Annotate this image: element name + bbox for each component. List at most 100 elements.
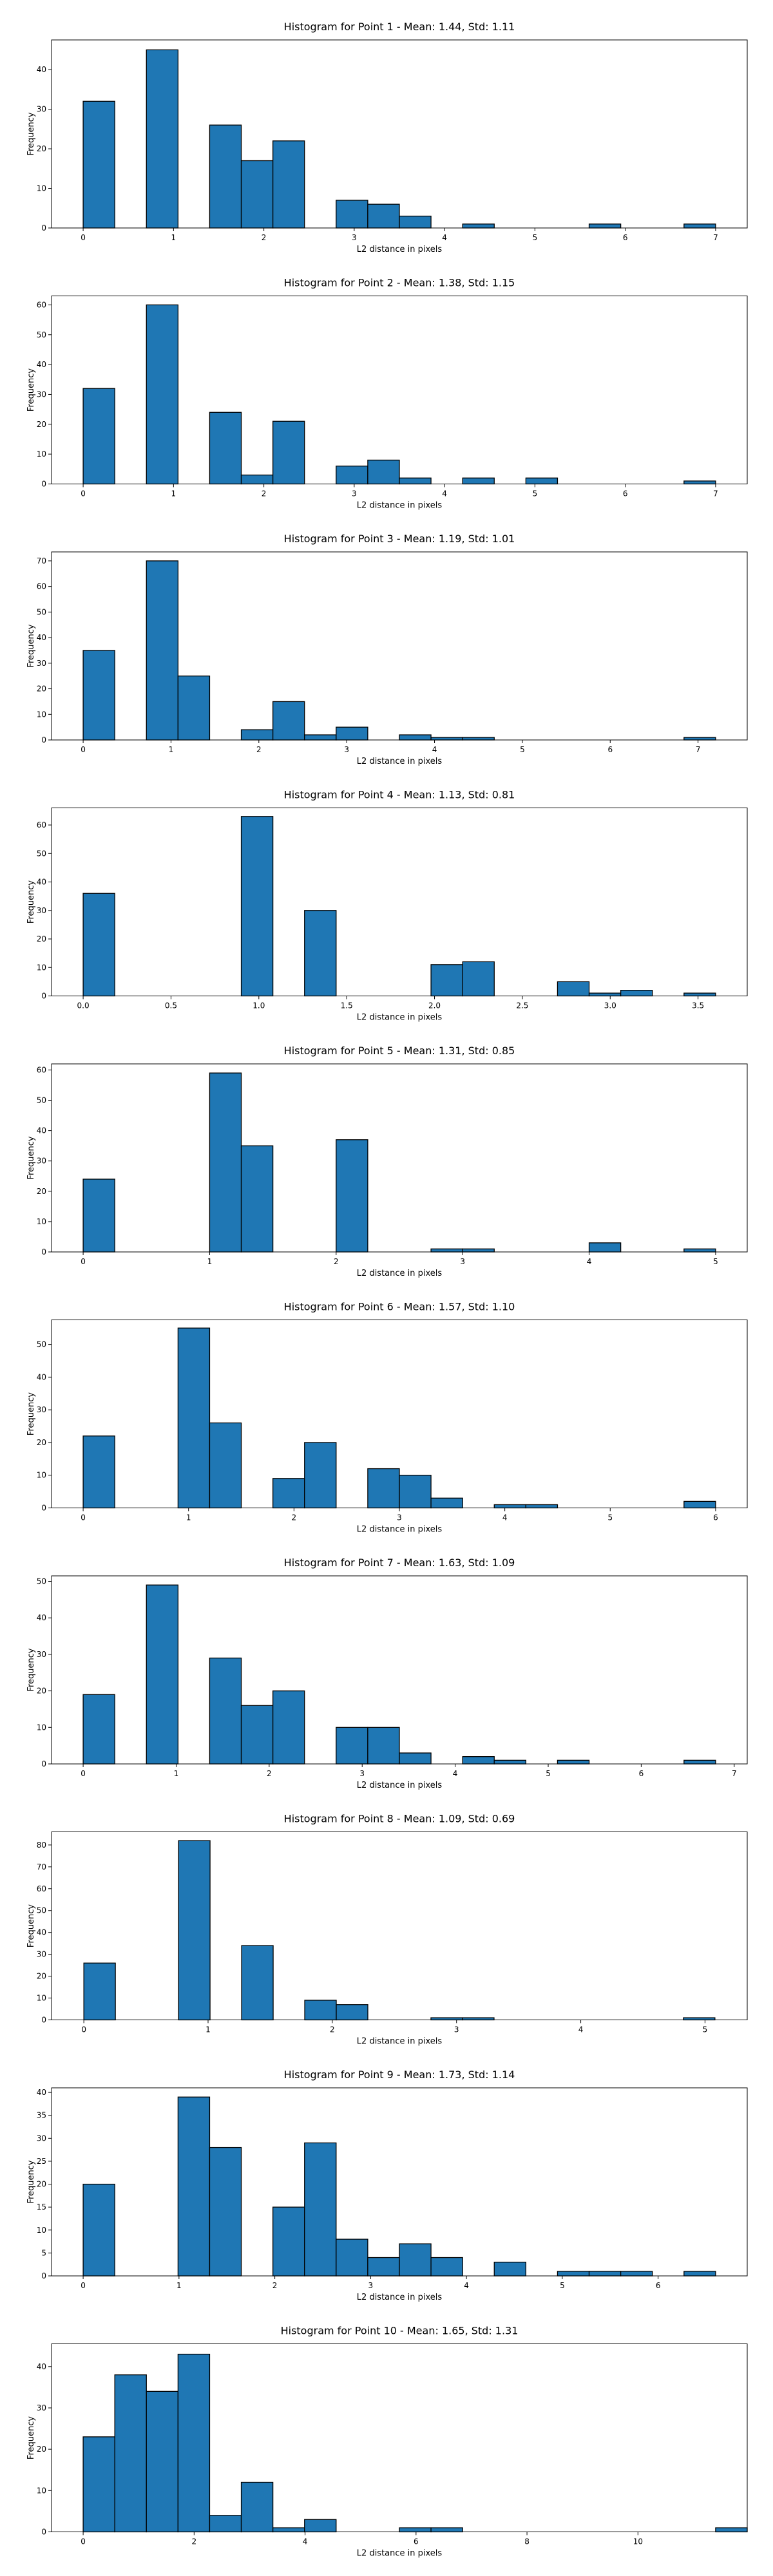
histogram-bar <box>683 2271 716 2277</box>
y-tick-label: 40 <box>37 1928 46 1937</box>
histogram-bar <box>399 2243 432 2277</box>
y-tick-label: 30 <box>37 906 46 915</box>
x-axis-label: L2 distance in pixels <box>357 1525 443 1535</box>
x-tick-label: 3 <box>368 2281 374 2290</box>
x-tick-label: 1.5 <box>341 1001 353 1010</box>
histogram-bar <box>462 477 495 485</box>
histogram-bar <box>588 1242 622 1253</box>
y-tick-label: 30 <box>37 390 46 399</box>
x-tick-label: 0 <box>81 2281 86 2290</box>
histogram-bar <box>146 1584 179 1765</box>
x-tick-label: 2.5 <box>516 1001 528 1010</box>
y-tick-label: 50 <box>37 849 46 858</box>
histogram-bar <box>683 737 716 741</box>
x-tick-label: 0.0 <box>77 1001 90 1010</box>
y-tick-label: 5 <box>41 2248 46 2257</box>
histogram-bar <box>525 1504 558 1509</box>
histogram-bar <box>493 2261 527 2277</box>
histogram-bar <box>430 2527 463 2533</box>
histogram-bar <box>336 1139 368 1253</box>
y-tick-label: 50 <box>37 1577 46 1586</box>
histogram-bar <box>240 729 274 741</box>
histogram-bar <box>272 2206 305 2277</box>
x-tick-label: 0 <box>81 2025 86 2034</box>
histogram-bar <box>177 2353 211 2533</box>
y-tick-label: 70 <box>37 556 46 565</box>
x-tick-label: 3 <box>352 233 357 242</box>
x-tick-label: 3.0 <box>604 1001 616 1010</box>
y-tick-label: 30 <box>37 659 46 668</box>
x-tick-label: 5 <box>533 489 538 498</box>
x-tick-label: 6 <box>639 1769 644 1778</box>
histogram-bar <box>272 701 305 741</box>
y-tick-label: 20 <box>37 1972 46 1981</box>
histogram-bar <box>83 1962 116 2021</box>
histogram-bar <box>588 992 622 997</box>
histogram-bar <box>209 1072 242 1253</box>
chart-title: Histogram for Point 3 - Mean: 1.19, Std:… <box>284 533 515 545</box>
histogram-bar <box>82 1179 115 1253</box>
x-tick-label: 1 <box>171 233 177 242</box>
y-tick-label: 0 <box>41 1247 46 1256</box>
x-tick-label: 6 <box>623 489 628 498</box>
x-tick-label: 2 <box>292 1513 297 1522</box>
x-tick-label: 4 <box>432 745 437 754</box>
y-tick-label: 50 <box>37 1906 46 1915</box>
histogram-bar <box>557 1759 590 1765</box>
histogram-panel-4: Histogram for Point 4 - Mean: 1.13, Std:… <box>26 789 748 1023</box>
x-tick-label: 4 <box>453 1769 458 1778</box>
histogram-bar <box>82 2183 115 2277</box>
y-tick-label: 60 <box>37 820 46 829</box>
y-tick-label: 40 <box>37 2362 46 2371</box>
histogram-bar <box>683 992 716 997</box>
x-tick-label: 7 <box>713 489 718 498</box>
x-axis-label: L2 distance in pixels <box>357 1781 443 1790</box>
x-axis-label: L2 distance in pixels <box>357 245 443 254</box>
histogram-bar <box>304 734 337 741</box>
x-tick-label: 0 <box>81 1769 86 1778</box>
histogram-panel-10: Histogram for Point 10 - Mean: 1.65, Std… <box>26 2325 748 2559</box>
histogram-bar <box>146 2391 179 2533</box>
x-tick-label: 3 <box>352 489 357 498</box>
histogram-bar <box>620 2271 653 2277</box>
y-tick-label: 60 <box>37 582 46 591</box>
x-tick-label: 0 <box>81 233 86 242</box>
histogram-bar <box>336 726 368 741</box>
y-tick-label: 40 <box>37 360 46 369</box>
y-tick-label: 10 <box>37 1471 46 1480</box>
y-tick-label: 10 <box>37 963 46 972</box>
histogram-bar <box>715 2527 748 2533</box>
histogram-bar <box>462 961 495 997</box>
histogram-bar <box>683 2017 716 2021</box>
histogram-bar <box>114 2374 147 2533</box>
y-axis-label: Frequency <box>26 880 36 923</box>
y-tick-label: 15 <box>37 2202 46 2211</box>
y-tick-label: 0 <box>41 992 46 1001</box>
histogram-bar <box>367 2257 400 2277</box>
x-tick-label: 10 <box>633 2537 643 2546</box>
x-axis-label: L2 distance in pixels <box>357 757 443 766</box>
y-tick-label: 10 <box>37 1217 46 1226</box>
histogram-bar <box>683 480 716 485</box>
y-tick-label: 10 <box>37 2486 46 2495</box>
histogram-bar <box>430 2257 463 2277</box>
x-tick-label: 4 <box>442 489 447 498</box>
x-axis-label: L2 distance in pixels <box>357 2293 443 2302</box>
axes-frame <box>51 39 748 229</box>
x-tick-label: 6 <box>414 2537 419 2546</box>
axes-frame <box>51 2087 748 2277</box>
histogram-panel-6: Histogram for Point 6 - Mean: 1.57, Std:… <box>26 1301 748 1535</box>
y-tick-label: 10 <box>37 450 46 459</box>
x-tick-label: 1 <box>171 489 177 498</box>
histogram-bar <box>493 1759 527 1765</box>
histogram-bar <box>304 2000 337 2021</box>
histogram-bar <box>367 1727 400 1765</box>
histogram-bar <box>82 1694 115 1765</box>
x-tick-label: 2 <box>192 2537 197 2546</box>
histogram-bar <box>462 1248 495 1253</box>
histogram-bar <box>272 421 305 485</box>
y-axis-label: Frequency <box>26 624 36 667</box>
x-tick-label: 5 <box>520 745 525 754</box>
axes-frame <box>51 551 748 741</box>
y-tick-label: 30 <box>37 1650 46 1659</box>
